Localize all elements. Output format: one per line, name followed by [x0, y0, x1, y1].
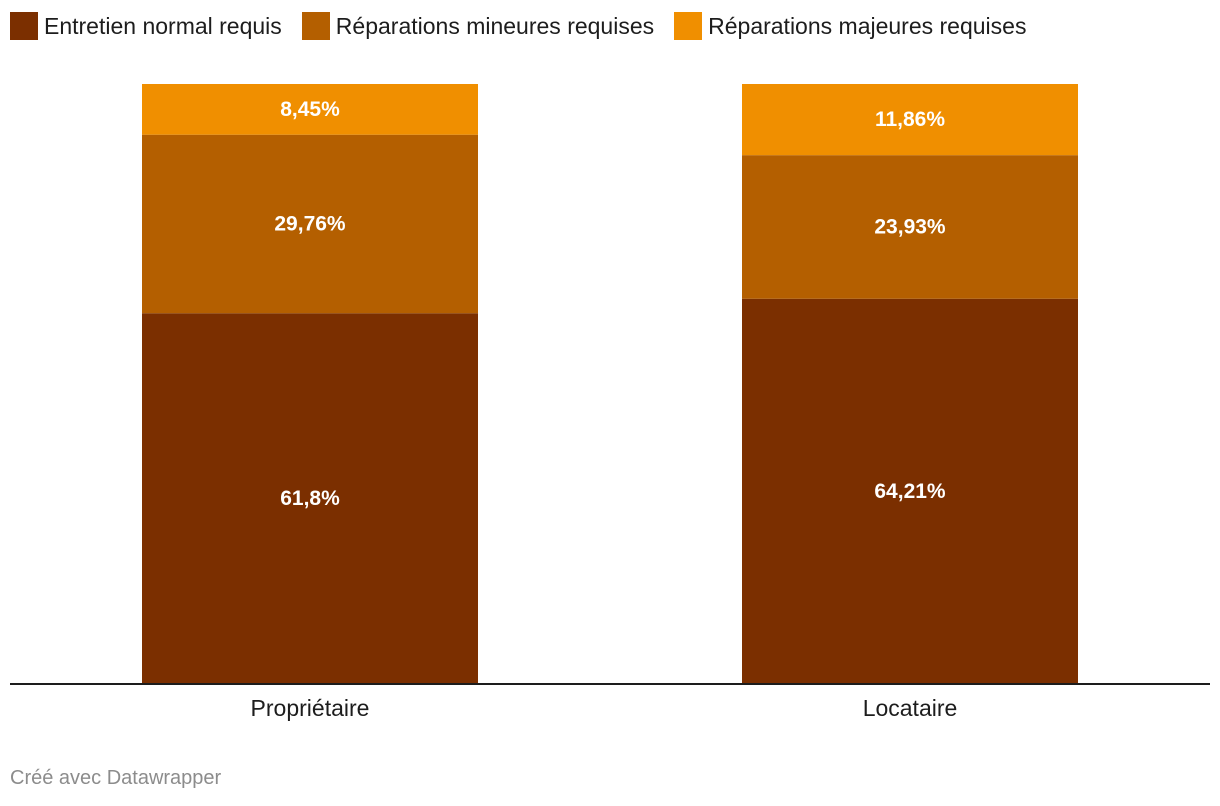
data-label-proprietaire-reparations-mineures: 29,76% [274, 212, 346, 235]
bar-locataire-reparations-mineures [742, 155, 1078, 299]
data-label-locataire-reparations-majeures: 11,86% [875, 108, 945, 131]
x-tick-label-proprietaire: Propriétaire [251, 695, 370, 721]
legend-item-reparations-mineures: Réparations mineures requises [301, 12, 655, 40]
legend-item-entretien-normal: Entretien normal requis [10, 12, 282, 40]
bar-proprietaire-reparations-mineures [142, 134, 478, 314]
data-label-proprietaire-entretien-normal: 61,8% [280, 487, 340, 510]
x-tick-label-locataire: Locataire [863, 695, 958, 721]
legend-item-reparations-majeures: Réparations majeures requises [674, 12, 1026, 40]
bar-locataire-entretien-normal [742, 298, 1078, 684]
legend-swatch-reparations-mineures [301, 12, 330, 40]
data-label-locataire-entretien-normal: 64,21% [874, 480, 946, 503]
credit-text: Créé avec Datawrapper [10, 767, 222, 789]
legend: Entretien normal requis Réparations mine… [10, 10, 1046, 42]
legend-swatch-reparations-majeures [674, 12, 703, 40]
legend-label-reparations-majeures: Réparations majeures requises [708, 12, 1027, 39]
legend-swatch-entretien-normal [10, 12, 38, 40]
data-label-locataire-reparations-mineures: 23,93% [874, 215, 946, 238]
bar-proprietaire-reparations-majeures [142, 84, 478, 135]
bar-proprietaire-entretien-normal [142, 313, 478, 684]
data-label-proprietaire-reparations-majeures: 8,45% [280, 98, 340, 121]
legend-label-entretien-normal: Entretien normal requis [44, 12, 282, 39]
legend-label-reparations-mineures: Réparations mineures requises [335, 12, 655, 39]
bar-locataire-reparations-majeures [742, 84, 1078, 156]
